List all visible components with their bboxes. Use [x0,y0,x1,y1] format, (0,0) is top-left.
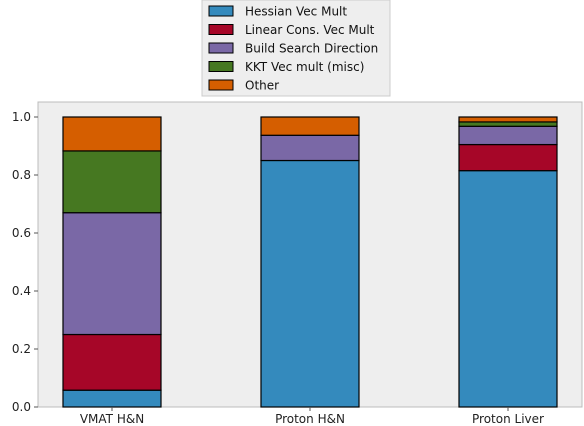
bar-group [62,116,558,408]
y-tick-label: 0.8 [12,168,31,182]
bar-segment-2-0 [458,170,558,408]
x-tick-label: Proton Liver [472,412,544,426]
x-tick-label: Proton H&N [275,412,345,426]
bar-segment-2-3 [458,121,558,127]
y-tick-label: 0.4 [12,284,31,298]
x-axis: VMAT H&N Proton H&N Proton Liver [80,407,544,426]
legend-swatch [208,42,234,54]
bar-segment-0-3 [62,150,162,214]
bar-segment-2-1 [458,143,558,172]
legend-swatch [208,79,234,91]
bar-segment-1-2 [260,134,360,162]
bar-segment-0-2 [62,212,162,336]
legend-label: Build Search Direction [245,42,378,56]
legend-label: Linear Cons. Vec Mult [245,23,375,37]
bar-segment-1-4 [260,116,360,136]
y-tick-label: 0.0 [12,400,31,414]
legend-label: KKT Vec mult (misc) [245,60,364,74]
legend-swatch [208,61,234,72]
legend-swatch [208,24,234,35]
bar-segment-0-1 [62,333,162,391]
legend: Hessian Vec Mult Linear Cons. Vec Mult Bui… [201,0,391,97]
bar-segment-0-0 [62,389,162,408]
x-tick-label: VMAT H&N [80,412,144,426]
bar-segment-2-2 [458,125,558,146]
bar-segment-0-4 [62,116,162,152]
legend-swatch [208,5,234,17]
bar-segment-1-0 [260,159,360,408]
bar-segment-2-4 [458,116,558,123]
y-axis: 0.0 0.2 0.4 0.6 0.8 1.0 [12,110,38,414]
y-tick-label: 1.0 [12,110,31,124]
y-tick-label: 0.2 [12,342,31,356]
legend-label: Other [245,79,279,93]
y-tick-label: 0.6 [12,226,31,240]
legend-label: Hessian Vec Mult [245,5,347,19]
